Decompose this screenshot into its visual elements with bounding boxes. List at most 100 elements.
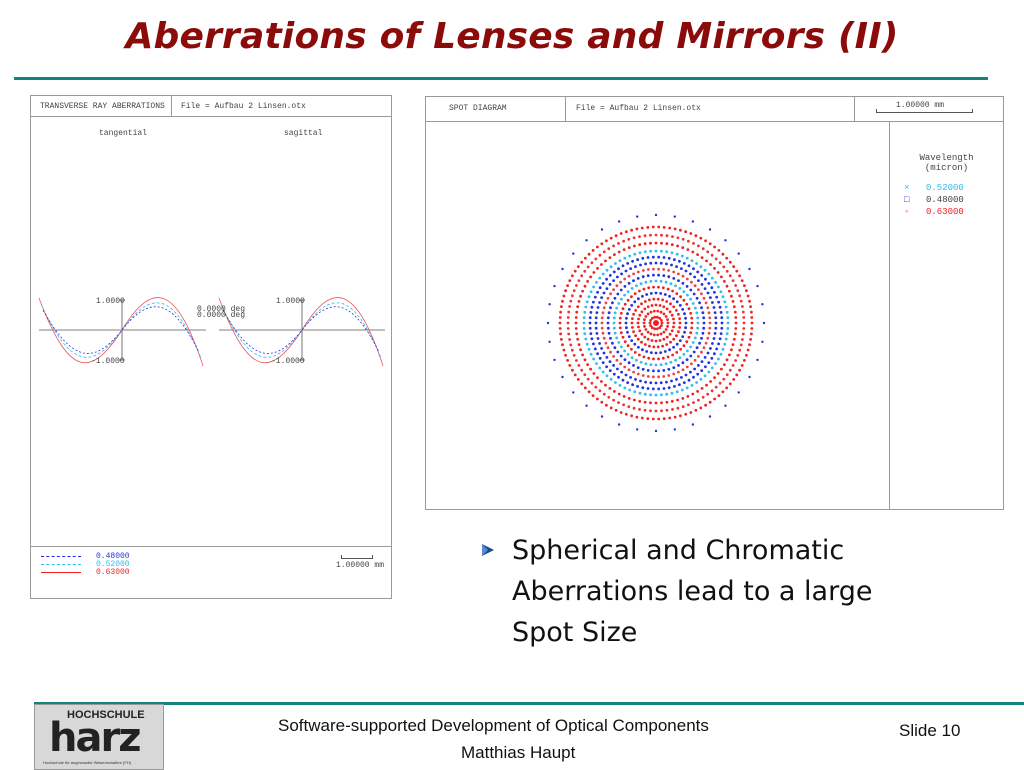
spot-point-red (586, 377, 590, 381)
spot-point-cyan (626, 353, 630, 356)
spot-point-red (697, 398, 700, 402)
spot-point-red (613, 390, 616, 393)
spot-point-red (679, 295, 682, 299)
spot-point-red (646, 417, 650, 420)
spot-point-red (606, 346, 610, 350)
spot-point-red (637, 317, 640, 321)
spot-point-blue (702, 316, 706, 320)
spot-point-red (741, 310, 745, 314)
spot-point-cyan (695, 381, 698, 384)
spot-point-red (672, 337, 676, 341)
spot-point-red (722, 265, 726, 269)
spot-point-cyan (726, 327, 730, 330)
ray-panel-file: File = Aufbau 2 Linsen.otx (181, 102, 306, 111)
spot-point-cyan (643, 250, 647, 254)
spot-point-red (734, 327, 738, 330)
spot-point-red (575, 359, 578, 362)
spot-point-red (701, 395, 705, 399)
spot-point-cyan (592, 285, 595, 289)
spot-point-red (668, 226, 672, 230)
spot-point-blue (659, 292, 663, 295)
spot-point-red (564, 289, 567, 293)
spot-point-blue (606, 316, 610, 320)
spot-point-red (701, 247, 705, 251)
spot-point-red (743, 359, 746, 362)
spot-point-red (742, 316, 746, 319)
spot-point-red (560, 338, 563, 341)
spot-point-blue (707, 282, 711, 285)
spot-point-red (617, 401, 620, 404)
spot-point-blue (678, 383, 681, 387)
spot-point-red (730, 294, 733, 298)
spot-point-blue (652, 369, 655, 373)
spot-point-red (632, 370, 635, 374)
spot-point-blue (657, 369, 660, 373)
spot-point-blue (689, 370, 692, 374)
spot-point-red (619, 232, 623, 235)
spot-point-red (657, 417, 661, 421)
spot-point-red (646, 312, 650, 316)
spot-point-red (676, 406, 680, 410)
spot-point-blue (659, 351, 663, 354)
spot-point-red (577, 300, 581, 303)
spot-point-red (654, 401, 658, 405)
spot-point-red (667, 374, 671, 377)
spot-point-blue (588, 316, 592, 320)
spot-point-blue (696, 372, 700, 376)
spot-point-cyan (628, 254, 632, 258)
spot-point-red (561, 299, 564, 303)
spot-point-cyan (592, 357, 595, 361)
spot-point-red (621, 335, 625, 339)
spot-point-red (649, 310, 653, 314)
spot-point-red (682, 344, 686, 348)
spot-point-red (643, 300, 647, 303)
spot-point-red (716, 372, 720, 375)
spot-point-red (742, 327, 746, 330)
spot-point-red (725, 256, 729, 260)
spot-point-red (607, 247, 611, 251)
spot-point-red (685, 302, 689, 306)
spot-point-red (608, 256, 612, 259)
spot-point-blue (592, 300, 595, 304)
spot-panel-title: SPOT DIAGRAM (449, 104, 507, 113)
spot-point-red (558, 321, 562, 325)
spot-point-red (576, 305, 580, 309)
spot-point-blue (548, 303, 551, 306)
spot-point-cyan (693, 336, 697, 340)
spot-point-cyan (680, 254, 684, 258)
spot-point-red (655, 315, 659, 319)
spot-point-red (589, 367, 592, 371)
spot-point-cyan (584, 337, 588, 341)
spot-point-red (725, 284, 729, 288)
spot-point-cyan (724, 305, 728, 309)
spot-point-blue (590, 305, 594, 309)
tangential-curve-cyan (40, 302, 202, 359)
spot-point-red (564, 353, 567, 357)
spot-point-red (664, 328, 668, 331)
spot-point-blue (646, 369, 650, 372)
spot-point-blue (672, 277, 676, 280)
spot-point-red (568, 338, 571, 341)
spot-point-red (649, 332, 653, 336)
spot-point-cyan (589, 290, 593, 294)
spot-point-red (713, 397, 716, 401)
spot-point-red (651, 417, 655, 421)
spot-point-red (605, 239, 608, 243)
spot-point-blue (698, 341, 701, 345)
spot-point-cyan (612, 316, 616, 320)
spot-point-cyan (670, 251, 674, 255)
spot-point-red (690, 316, 694, 320)
spot-point-blue (684, 326, 687, 330)
spot-point-red (558, 327, 562, 330)
spot-legend-title-line2: (micron) (924, 163, 969, 173)
spot-point-red (677, 330, 680, 334)
spot-point-blue (630, 339, 634, 342)
spot-scale-label: 1.00000 mm (896, 101, 945, 110)
spot-point-red (706, 392, 710, 396)
spot-point-blue (588, 321, 592, 325)
spot-point-blue (601, 282, 605, 285)
spot-point-red (602, 392, 606, 396)
spot-panel-divider-2 (854, 97, 855, 121)
spot-point-red (736, 354, 740, 357)
spot-point-red (662, 226, 666, 229)
